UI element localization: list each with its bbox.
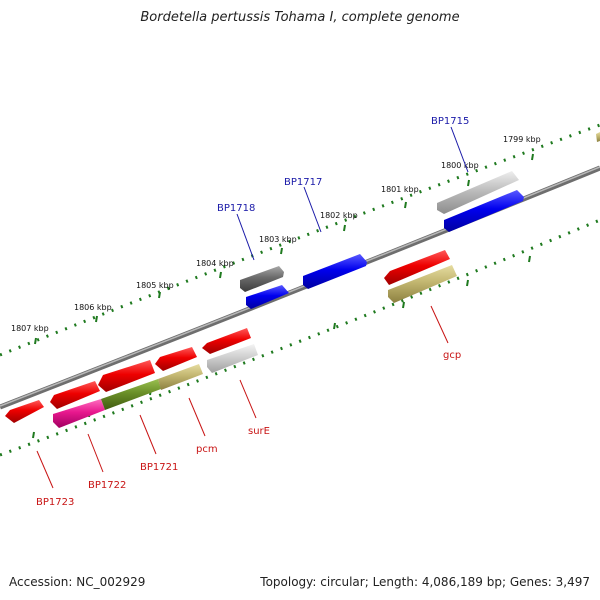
gene-feature[interactable]	[158, 364, 203, 390]
accession-label: Accession:	[9, 575, 73, 589]
scale-label: 1805 kbp	[136, 281, 174, 290]
genes-label: Genes:	[509, 575, 552, 589]
separator: ;	[364, 575, 369, 589]
length-label: Length:	[372, 575, 419, 589]
outer-scale-dots	[0, 123, 600, 357]
accession-info: Accession: NC_002929	[9, 575, 145, 589]
length-value: 4,086,189 bp	[421, 575, 502, 589]
topology-label: Topology:	[260, 575, 317, 589]
scale-label: 1802 kbp	[320, 211, 358, 220]
scale-tick-major	[404, 201, 407, 209]
scale-tick-major	[467, 179, 470, 187]
gene-label[interactable]: pcm	[196, 444, 218, 455]
gene-label[interactable]: gcp	[443, 350, 461, 361]
gene-feature[interactable]	[155, 347, 197, 371]
gene-feature[interactable]	[240, 266, 284, 292]
topology-value: circular	[320, 575, 365, 589]
scale-label: 1807 kbp	[11, 324, 49, 333]
scale-label: 1800 kbp	[441, 161, 479, 170]
leader-line	[239, 379, 257, 419]
scale-tick-inner	[528, 255, 531, 263]
gene-labels-reverse: BP1723 BP1722 BP1721 pcm surE gcp	[36, 350, 461, 508]
leader-line	[450, 126, 469, 173]
gene-label[interactable]: BP1717	[284, 177, 322, 188]
gene-label[interactable]: BP1721	[140, 462, 178, 473]
scale-tick-inner	[466, 279, 469, 287]
gene-feature[interactable]	[207, 344, 258, 373]
scale-label: 1801 kbp	[381, 185, 419, 194]
scale-tick-inner	[333, 322, 336, 330]
leader-line	[36, 450, 54, 489]
scale-tick-major	[343, 224, 346, 232]
inner-scale-dots	[0, 218, 600, 457]
gene-feature[interactable]	[444, 190, 524, 232]
leader-line	[139, 414, 157, 455]
genome-stats: Topology: circular; Length: 4,086,189 bp…	[260, 575, 590, 589]
reverse-strand-features	[5, 250, 457, 428]
leader-line	[430, 305, 449, 344]
gene-feature[interactable]	[50, 381, 100, 409]
gene-feature[interactable]	[384, 250, 450, 285]
scale-label: 1799 kbp	[503, 135, 541, 144]
scale-labels: 1807 kbp 1806 kbp 1805 kbp 1804 kbp 1803…	[11, 135, 541, 333]
gene-feature[interactable]	[246, 285, 289, 309]
scale-label: 1803 kbp	[259, 235, 297, 244]
genes-value: 3,497	[555, 575, 590, 589]
gene-label[interactable]: BP1723	[36, 497, 74, 508]
scale-tick-major	[280, 247, 283, 255]
accession-value: NC_002929	[76, 575, 146, 589]
gene-feature[interactable]	[596, 132, 600, 142]
label-leaders	[36, 126, 469, 489]
scale-label: 1806 kbp	[74, 303, 112, 312]
gene-feature[interactable]	[437, 171, 519, 214]
gene-feature[interactable]	[303, 254, 367, 289]
scale-tick-major	[95, 315, 98, 323]
gene-label[interactable]: BP1718	[217, 203, 255, 214]
outer-scale-track	[0, 123, 600, 357]
gene-label[interactable]: BP1722	[88, 480, 126, 491]
scale-tick-inner	[402, 301, 405, 309]
scale-tick-inner	[32, 431, 35, 439]
gene-feature[interactable]	[98, 360, 155, 392]
separator: ;	[501, 575, 507, 589]
scale-tick-major	[219, 271, 222, 279]
gene-label[interactable]: surE	[248, 426, 270, 437]
leader-line	[87, 433, 104, 473]
inner-scale-track	[0, 218, 600, 457]
gene-feature[interactable]	[53, 399, 105, 428]
leader-line	[236, 213, 255, 261]
gene-feature[interactable]	[5, 400, 44, 423]
forward-strand-features	[240, 132, 600, 309]
scale-tick-major	[158, 291, 161, 299]
leader-line	[188, 397, 206, 437]
gene-feature[interactable]	[101, 379, 161, 410]
gene-labels-forward: BP1718 BP1717 BP1715	[217, 116, 469, 214]
map-title: Bordetella pertussis Tohama I, complete …	[140, 10, 460, 25]
gene-label[interactable]: BP1715	[431, 116, 469, 127]
scale-label: 1804 kbp	[196, 259, 234, 268]
scale-tick-major	[531, 153, 534, 161]
gene-feature[interactable]	[202, 328, 251, 354]
leader-line	[303, 186, 322, 233]
scale-tick-major	[34, 337, 37, 345]
gene-feature[interactable]	[388, 265, 457, 303]
